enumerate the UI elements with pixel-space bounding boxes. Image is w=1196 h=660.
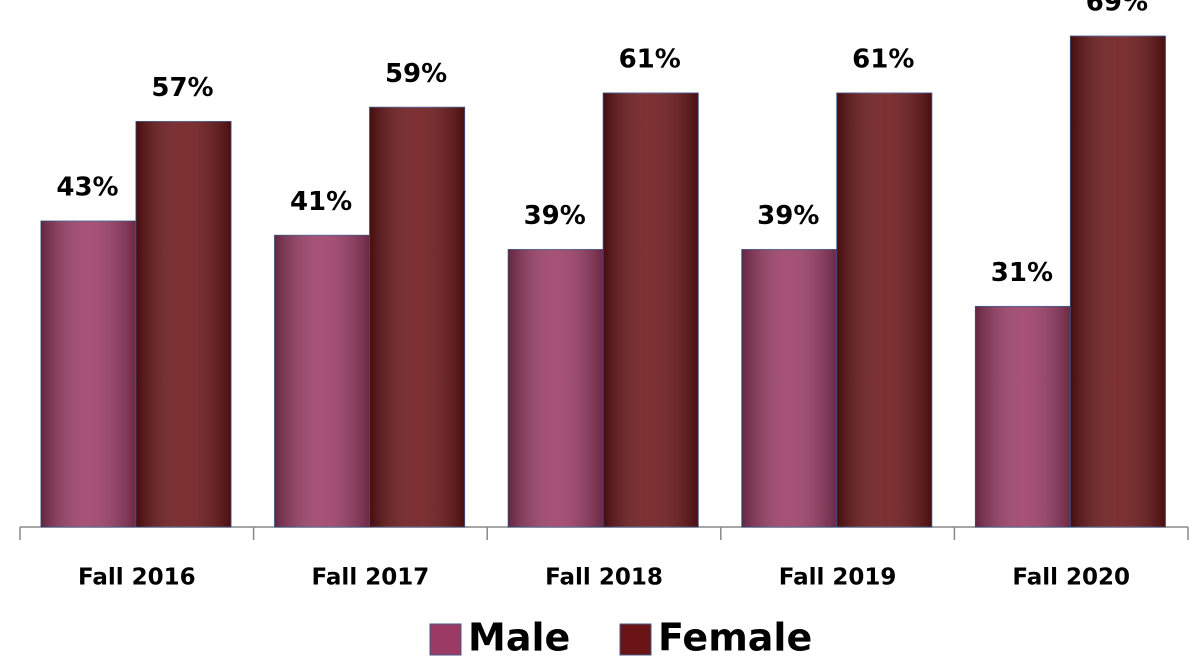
x-tick-label: Fall 2019	[779, 565, 897, 591]
data-label: 69%	[1086, 0, 1148, 18]
bar-shine	[41, 221, 136, 528]
x-tick-label: Fall 2017	[312, 565, 430, 591]
legend-label: Male	[468, 616, 570, 660]
bar-shine	[741, 249, 837, 528]
bar-shine	[975, 306, 1071, 527]
bar-shine	[136, 121, 231, 527]
x-tick-label: Fall 2016	[78, 565, 196, 591]
legend-label: Female	[658, 616, 812, 660]
data-label: 61%	[852, 45, 914, 75]
legend-swatch	[619, 623, 652, 656]
data-label: 61%	[619, 45, 681, 75]
data-label: 43%	[56, 173, 118, 203]
bar-shine	[836, 93, 932, 528]
bar-shine	[274, 235, 370, 528]
data-label: 59%	[385, 59, 447, 89]
data-label: 57%	[151, 73, 213, 103]
bar-shine	[508, 249, 604, 528]
data-label: 39%	[757, 201, 819, 231]
bar-shine	[603, 93, 699, 528]
bar-shine	[369, 107, 465, 527]
bar-shine	[1070, 36, 1166, 527]
x-tick-label: Fall 2020	[1012, 565, 1130, 591]
data-label: 41%	[290, 187, 352, 217]
data-label: 39%	[524, 201, 586, 231]
x-tick-label: Fall 2018	[545, 565, 663, 591]
data-label: 31%	[991, 258, 1053, 288]
legend-swatch	[429, 623, 462, 656]
